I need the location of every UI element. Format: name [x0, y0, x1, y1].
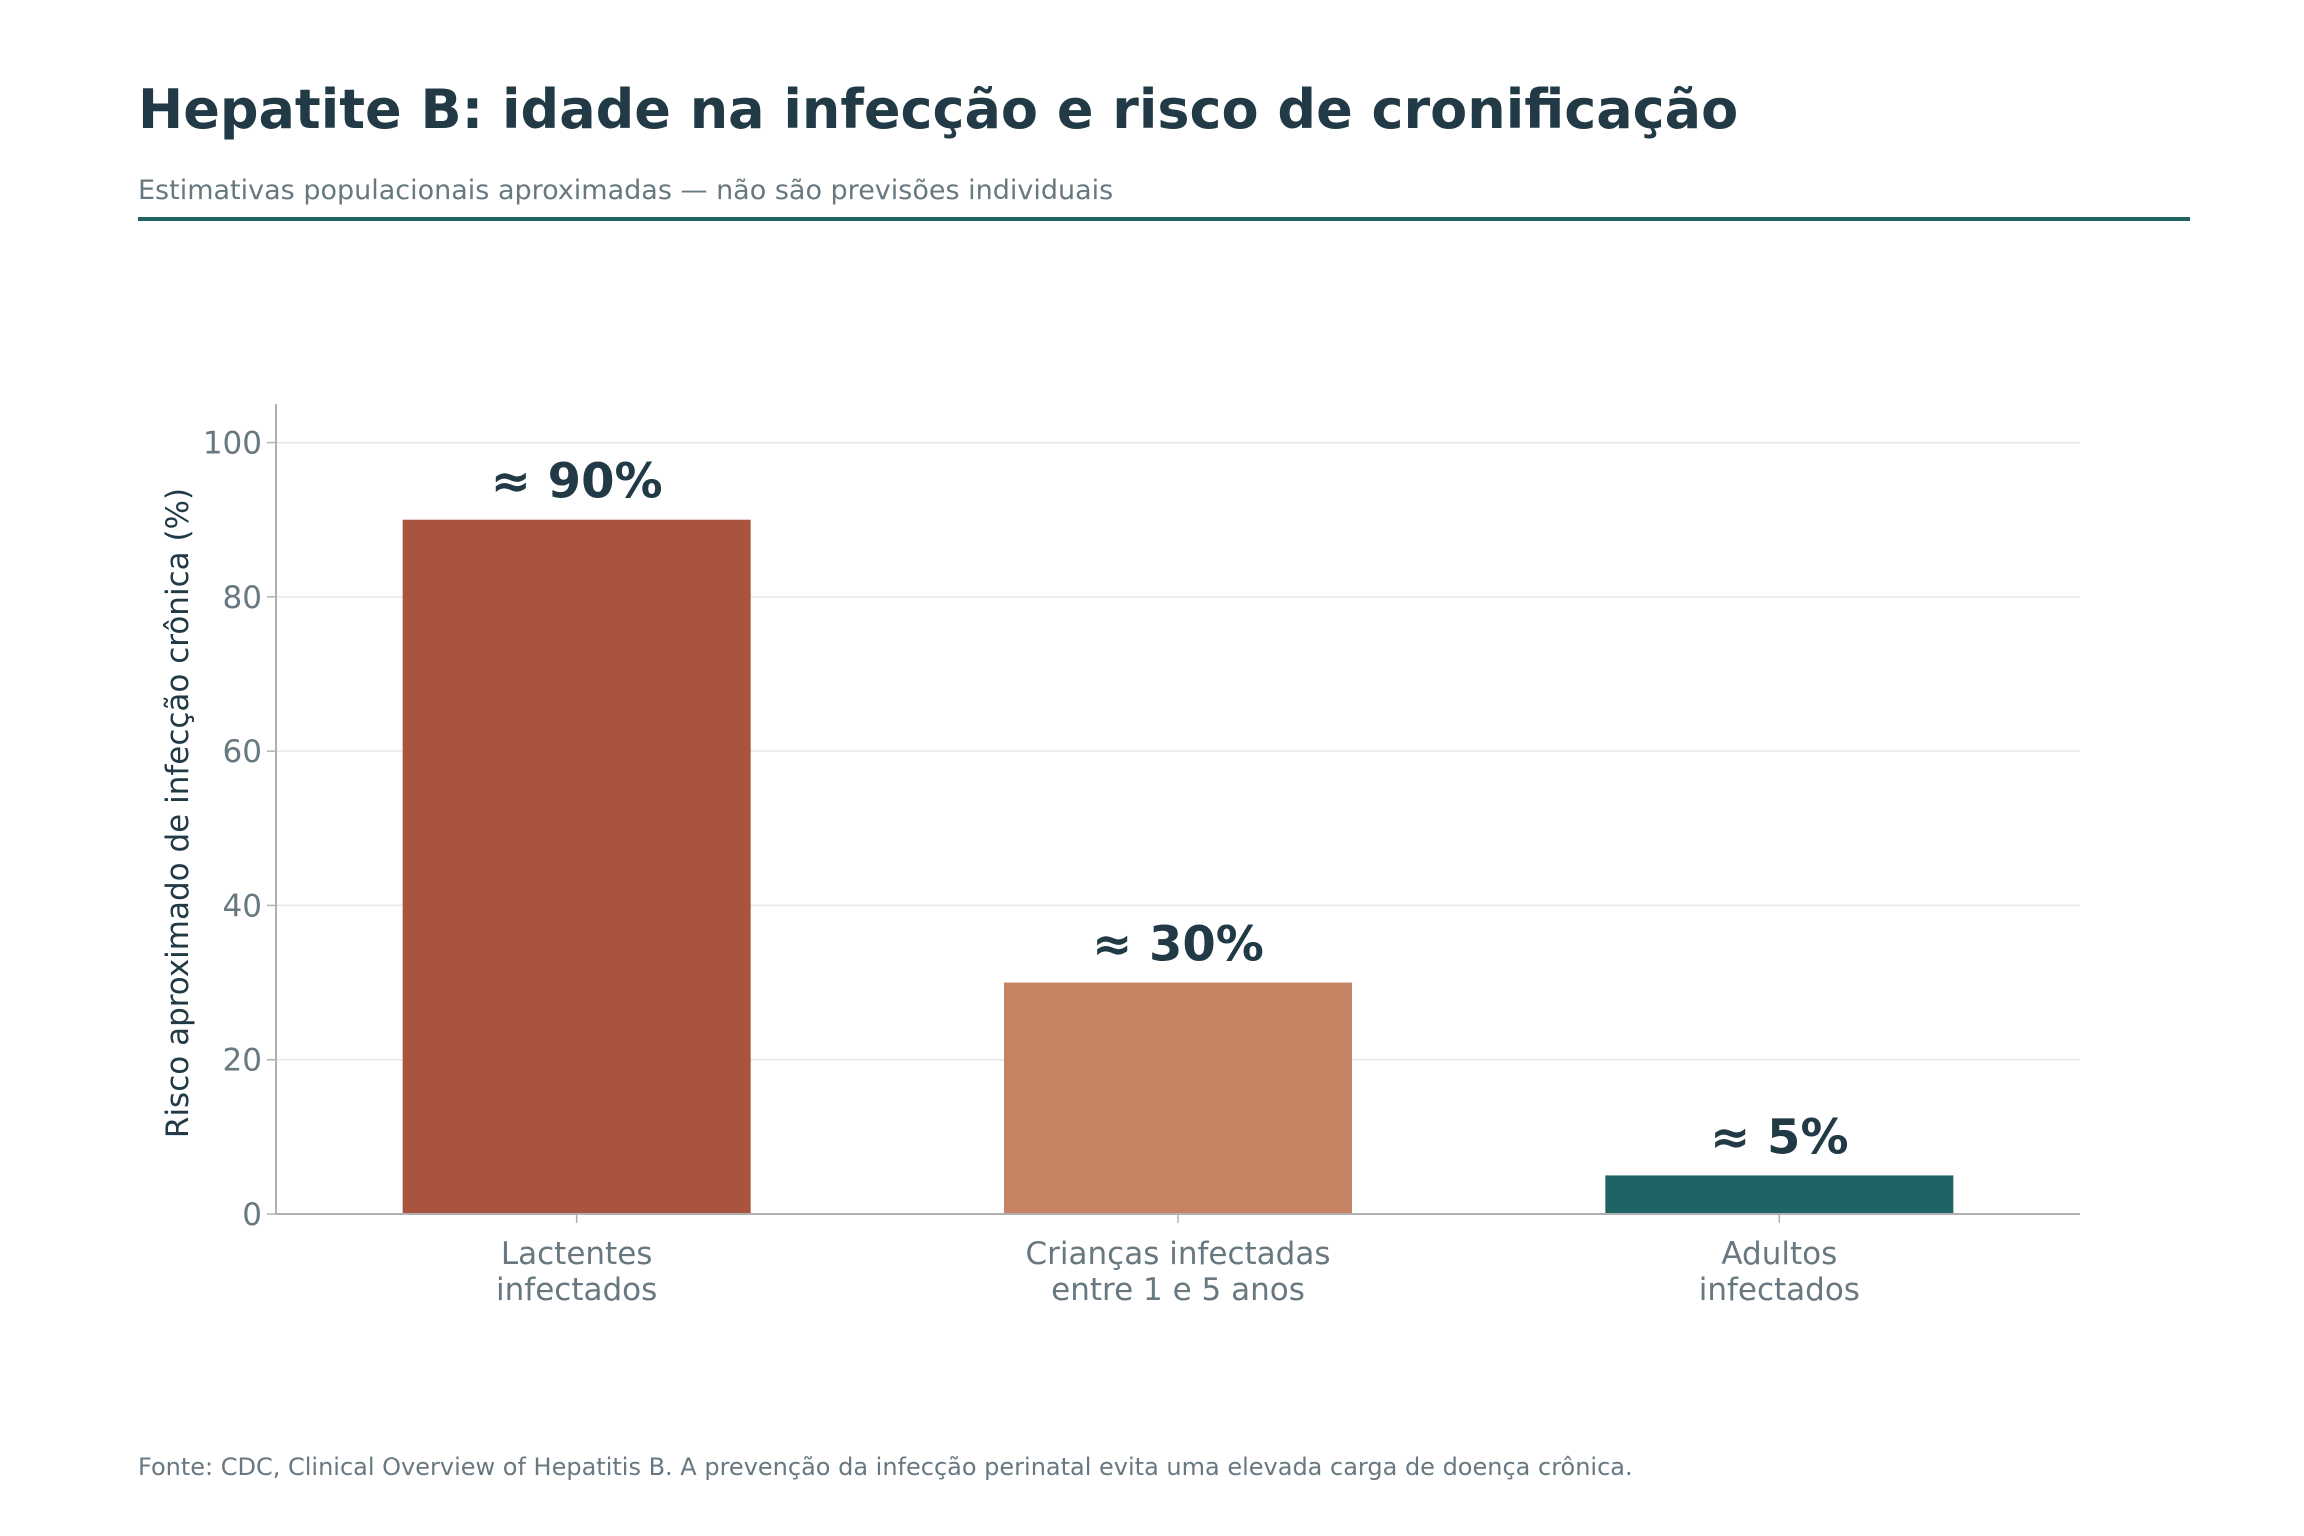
- x-category-label: infectados: [496, 1272, 657, 1308]
- x-category-label: infectados: [1699, 1272, 1860, 1308]
- x-category-label: Lactentes: [501, 1236, 653, 1272]
- y-axis-label: Risco aproximado de infecção crônica (%): [160, 488, 196, 1138]
- axes: [267, 404, 2080, 1223]
- y-tick-label: 80: [223, 580, 262, 616]
- bar-value-label: ≈ 30%: [1092, 917, 1264, 973]
- x-category-label: Adultos: [1721, 1236, 1837, 1272]
- x-category-label: Crianças infectadas: [1026, 1236, 1331, 1272]
- x-category-label: entre 1 e 5 anos: [1051, 1272, 1305, 1308]
- header-divider: [138, 217, 2190, 221]
- bars: [402, 519, 1954, 1214]
- y-tick-label: 40: [223, 888, 262, 924]
- y-tick-label: 0: [242, 1197, 262, 1233]
- bar-value-label: ≈ 90%: [491, 454, 663, 510]
- bar-2: [1004, 982, 1352, 1214]
- source-note: Fonte: CDC, Clinical Overview of Hepatit…: [138, 1453, 1633, 1481]
- bar-value-label: ≈ 5%: [1710, 1109, 1848, 1165]
- y-tick-label: 60: [223, 734, 262, 770]
- bar-3: [1605, 1175, 1954, 1214]
- chart-title: Hepatite B: idade na infecção e risco de…: [138, 78, 1739, 141]
- chart-subtitle: Estimativas populacionais aproximadas — …: [138, 175, 1114, 206]
- y-tick-label: 20: [223, 1043, 262, 1079]
- y-tick-label: 100: [203, 426, 262, 462]
- bar-1: [402, 519, 751, 1214]
